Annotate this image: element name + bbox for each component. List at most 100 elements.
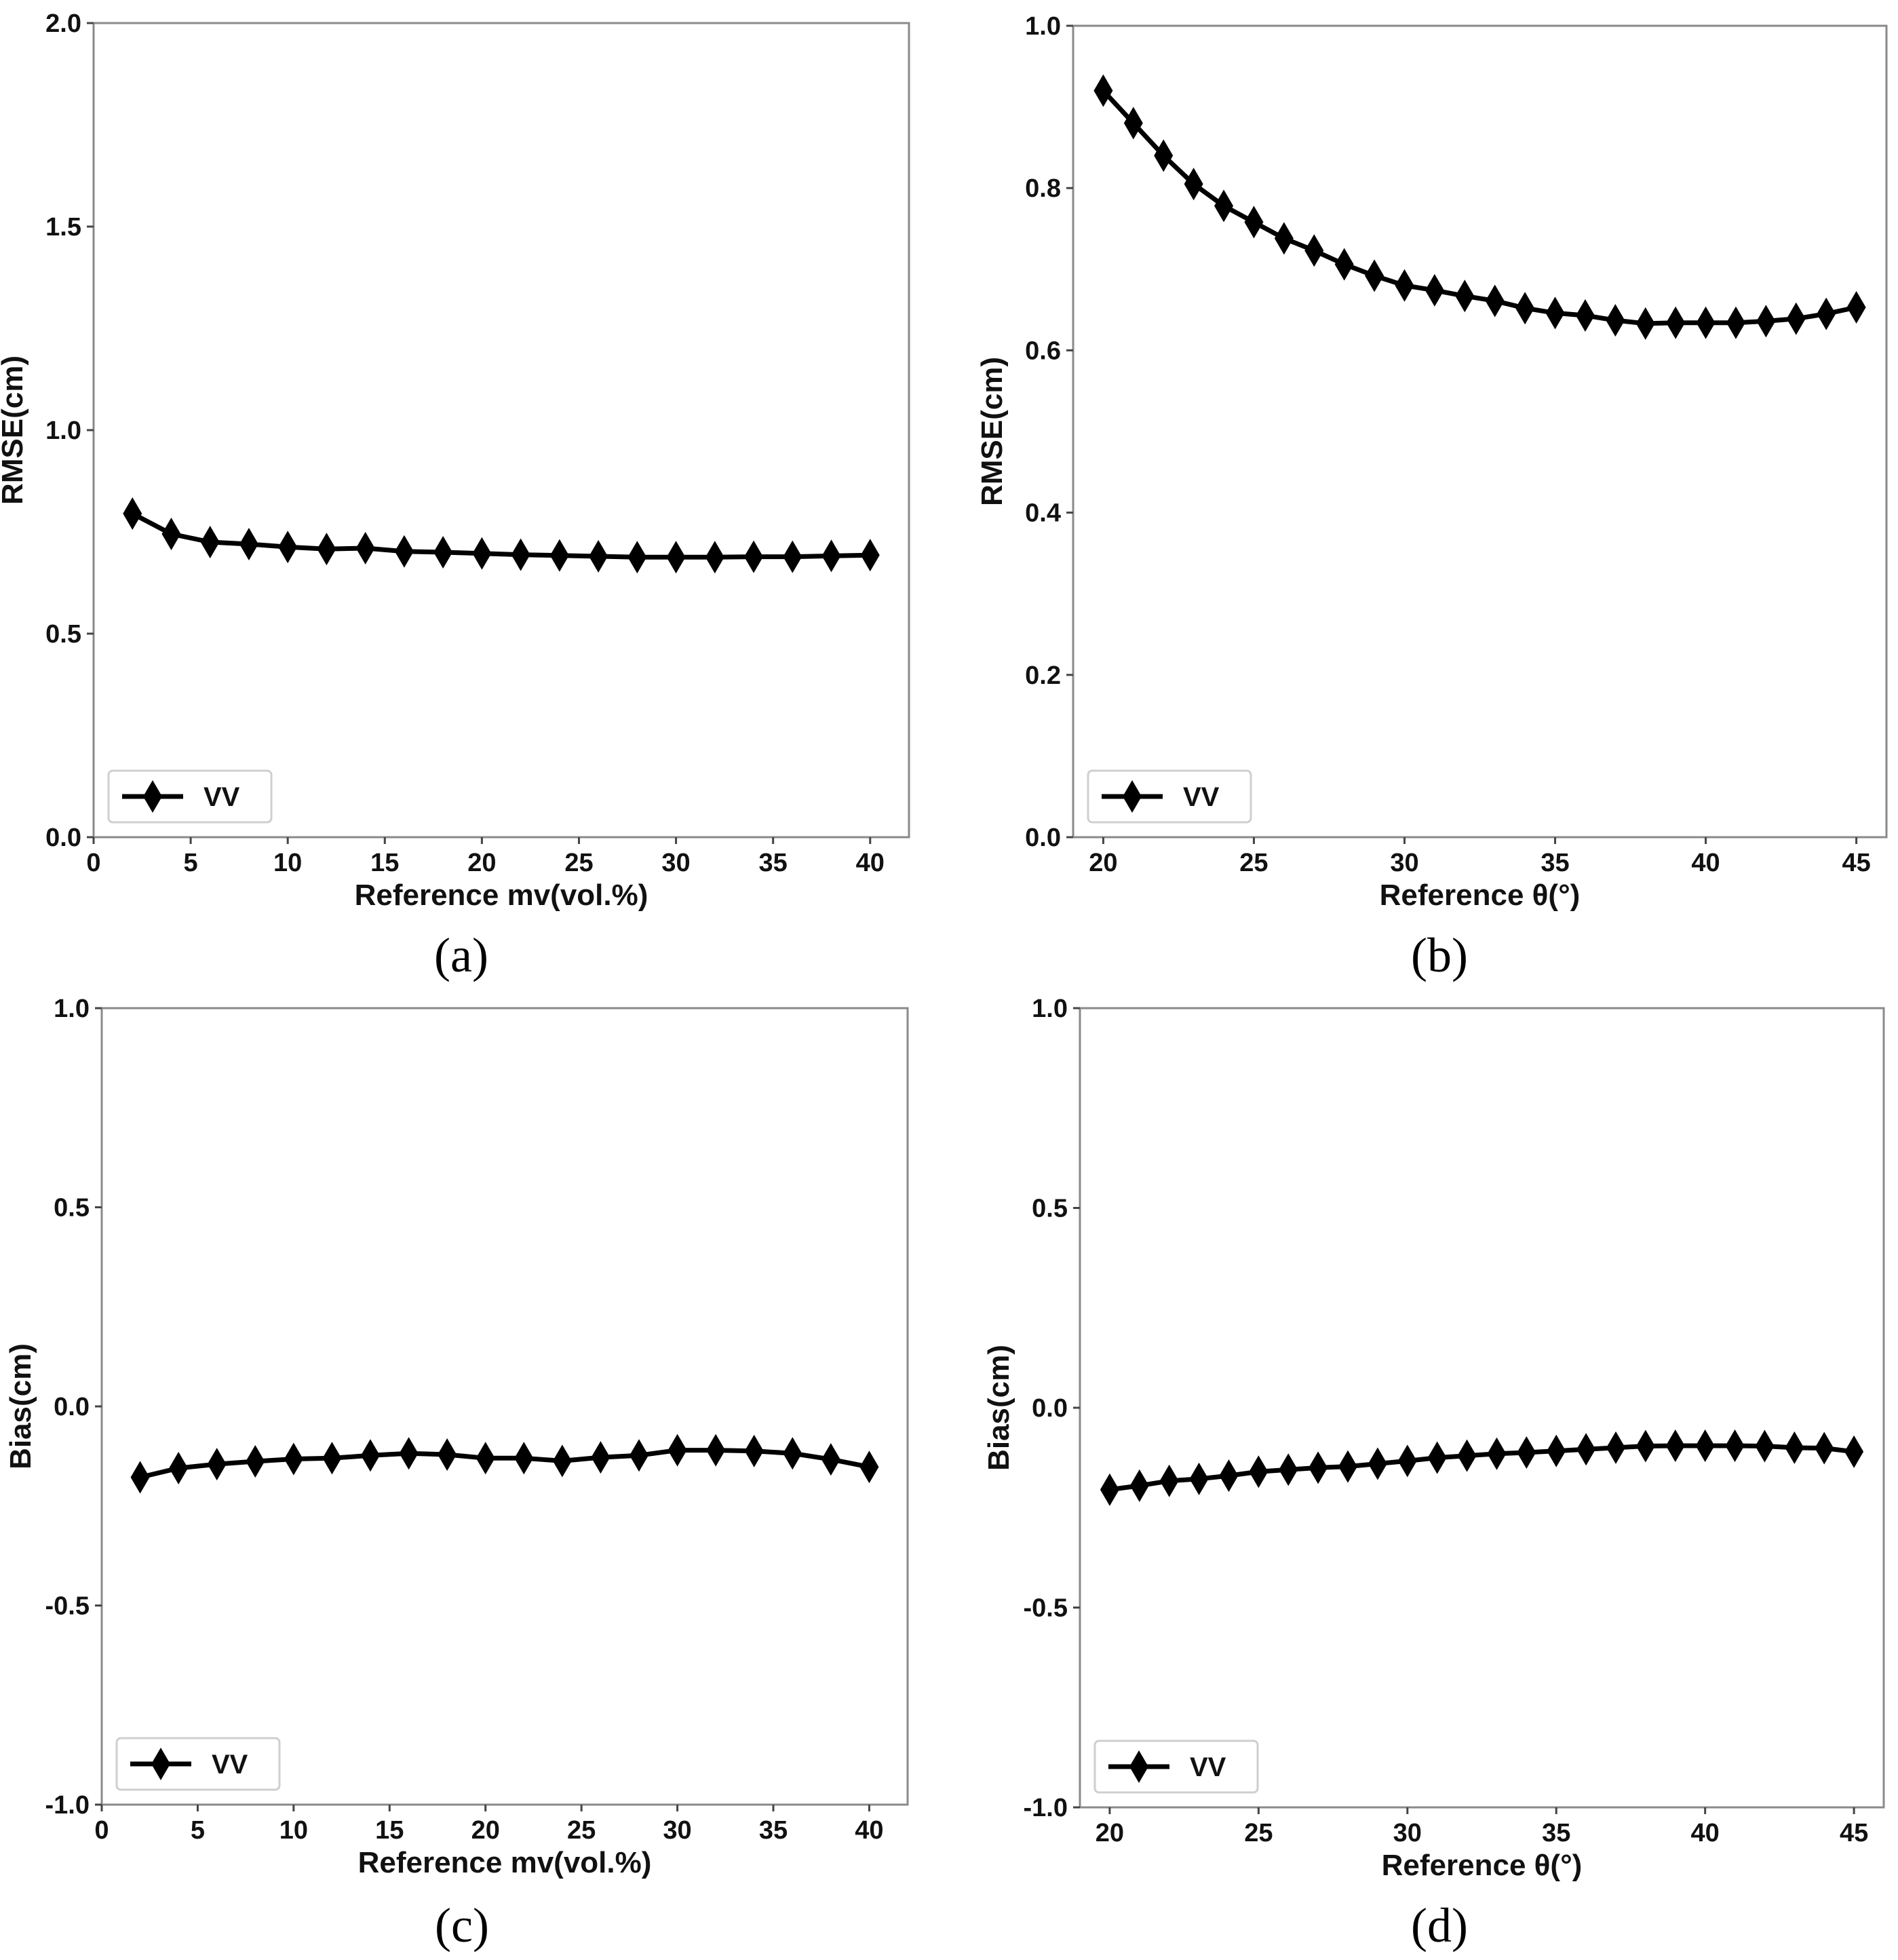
data-point <box>1249 1455 1268 1488</box>
legend-marker <box>1123 780 1142 813</box>
data-point <box>1334 248 1354 281</box>
x-tick-label: 20 <box>467 849 496 877</box>
data-point <box>130 1461 150 1494</box>
data-point <box>1455 280 1475 313</box>
data-point <box>1517 1436 1536 1469</box>
x-tick-label: 5 <box>184 849 198 877</box>
data-point <box>1725 1429 1745 1462</box>
x-tick-label: 25 <box>567 1816 596 1845</box>
data-point <box>1606 304 1625 337</box>
data-point <box>1129 1469 1149 1502</box>
plot-frame <box>92 22 910 839</box>
x-axis-label: Reference mv(vol.%) <box>358 1846 652 1879</box>
series-line-vv <box>1109 1443 1855 1493</box>
data-point <box>1695 1429 1715 1462</box>
data-point <box>394 535 414 568</box>
data-point <box>317 533 336 566</box>
chart-panel-a: 0 5 10 15 20 25 30 35 40 0.0 0.5 1.0 1.5 2.0 Reference… <box>0 9 910 982</box>
plot-frame <box>100 1007 909 1806</box>
x-tick-label: 40 <box>856 849 885 877</box>
legend: VV <box>115 1737 281 1791</box>
data-point <box>1189 1462 1209 1495</box>
x-tick-label: 30 <box>663 1816 691 1845</box>
data-point <box>1635 1429 1655 1463</box>
plot-frame <box>1072 24 1888 839</box>
y-tick-label: 0.5 <box>54 1194 90 1223</box>
data-point <box>1756 305 1776 338</box>
chart-panel-d: 20 25 30 35 40 45 -1.0 -0.5 0.0 0.5 1.0 Reference θ… <box>982 995 1885 1953</box>
x-tick-label: 0 <box>94 1816 109 1845</box>
x-tick-label: 10 <box>273 849 302 877</box>
data-point <box>1726 306 1745 339</box>
y-tick-label: 0.2 <box>1025 661 1061 690</box>
data-point <box>1338 1450 1357 1483</box>
data-point <box>1397 1444 1417 1478</box>
data-point <box>1159 1464 1179 1497</box>
data-point <box>744 1434 764 1467</box>
y-tick-label: 0.5 <box>1032 1195 1068 1223</box>
y-tick-label: -1.0 <box>1024 1794 1068 1822</box>
data-point <box>355 532 375 564</box>
chart-panel-b: 20 25 30 35 40 45 0.0 0.2 0.4 0.6 0.8 1.0 Reference … <box>975 12 1888 982</box>
data-point <box>589 540 608 573</box>
data-point <box>1545 296 1565 330</box>
data-point <box>200 526 220 558</box>
x-tick-label: 35 <box>759 849 788 877</box>
y-tick-label: 0.5 <box>45 620 81 649</box>
y-tick-label: 1.5 <box>45 213 81 242</box>
legend-label: VV <box>212 1750 248 1780</box>
y-tick-label: 0.8 <box>1025 174 1061 203</box>
y-tick-label: -0.5 <box>45 1592 90 1621</box>
x-tick-label: 25 <box>564 849 593 877</box>
data-point <box>1214 189 1234 223</box>
data-point <box>1123 107 1143 140</box>
data-point <box>1304 234 1324 267</box>
data-point <box>860 539 880 572</box>
x-tick-label: 25 <box>1244 1819 1273 1847</box>
data-point <box>278 531 298 564</box>
data-point <box>821 539 841 573</box>
data-point <box>783 540 802 573</box>
data-point <box>552 1444 572 1478</box>
x-axis-label: Reference θ(°) <box>1380 879 1581 912</box>
data-point <box>361 1439 380 1472</box>
data-point <box>511 538 530 571</box>
legend-box <box>1093 1740 1259 1794</box>
panel-label: (d) <box>1411 1898 1468 1953</box>
data-point <box>1515 292 1535 325</box>
data-point <box>1785 1431 1804 1464</box>
data-point <box>1368 1447 1387 1480</box>
x-tick-label: 5 <box>191 1816 205 1845</box>
panel-label: (c) <box>435 1898 489 1953</box>
y-tick-label: -1.0 <box>45 1791 90 1820</box>
data-point <box>1606 1431 1625 1464</box>
y-tick-label: 1.0 <box>1032 995 1068 1023</box>
x-axis-label: Reference mv(vol.%) <box>355 879 648 912</box>
data-point <box>705 541 724 574</box>
legend-marker <box>143 780 162 813</box>
y-axis-label: Bias(cm) <box>4 1343 37 1469</box>
legend: VV <box>107 769 273 824</box>
data-point <box>239 528 258 560</box>
data-point <box>1093 74 1113 107</box>
data-point <box>1309 1451 1328 1484</box>
legend: VV <box>1093 1740 1259 1794</box>
y-tick-label: 1.0 <box>1025 12 1061 41</box>
x-tick-label: 0 <box>86 849 100 877</box>
y-tick-label: 0.0 <box>45 824 81 852</box>
data-point <box>1547 1434 1566 1467</box>
x-tick-label: 40 <box>1691 849 1720 877</box>
x-tick-label: 45 <box>1842 849 1870 877</box>
y-tick-label: 0.0 <box>54 1393 90 1421</box>
data-point <box>1755 1429 1775 1463</box>
x-tick-label: 30 <box>1390 849 1418 877</box>
x-tick-label: 15 <box>370 849 399 877</box>
data-point <box>1274 222 1294 255</box>
data-point <box>706 1434 726 1467</box>
data-point <box>821 1443 840 1476</box>
data-point <box>666 541 686 574</box>
data-point <box>514 1442 534 1475</box>
x-tick-label: 35 <box>759 1816 788 1845</box>
data-point <box>549 539 569 572</box>
y-tick-label: 1.0 <box>45 417 81 445</box>
